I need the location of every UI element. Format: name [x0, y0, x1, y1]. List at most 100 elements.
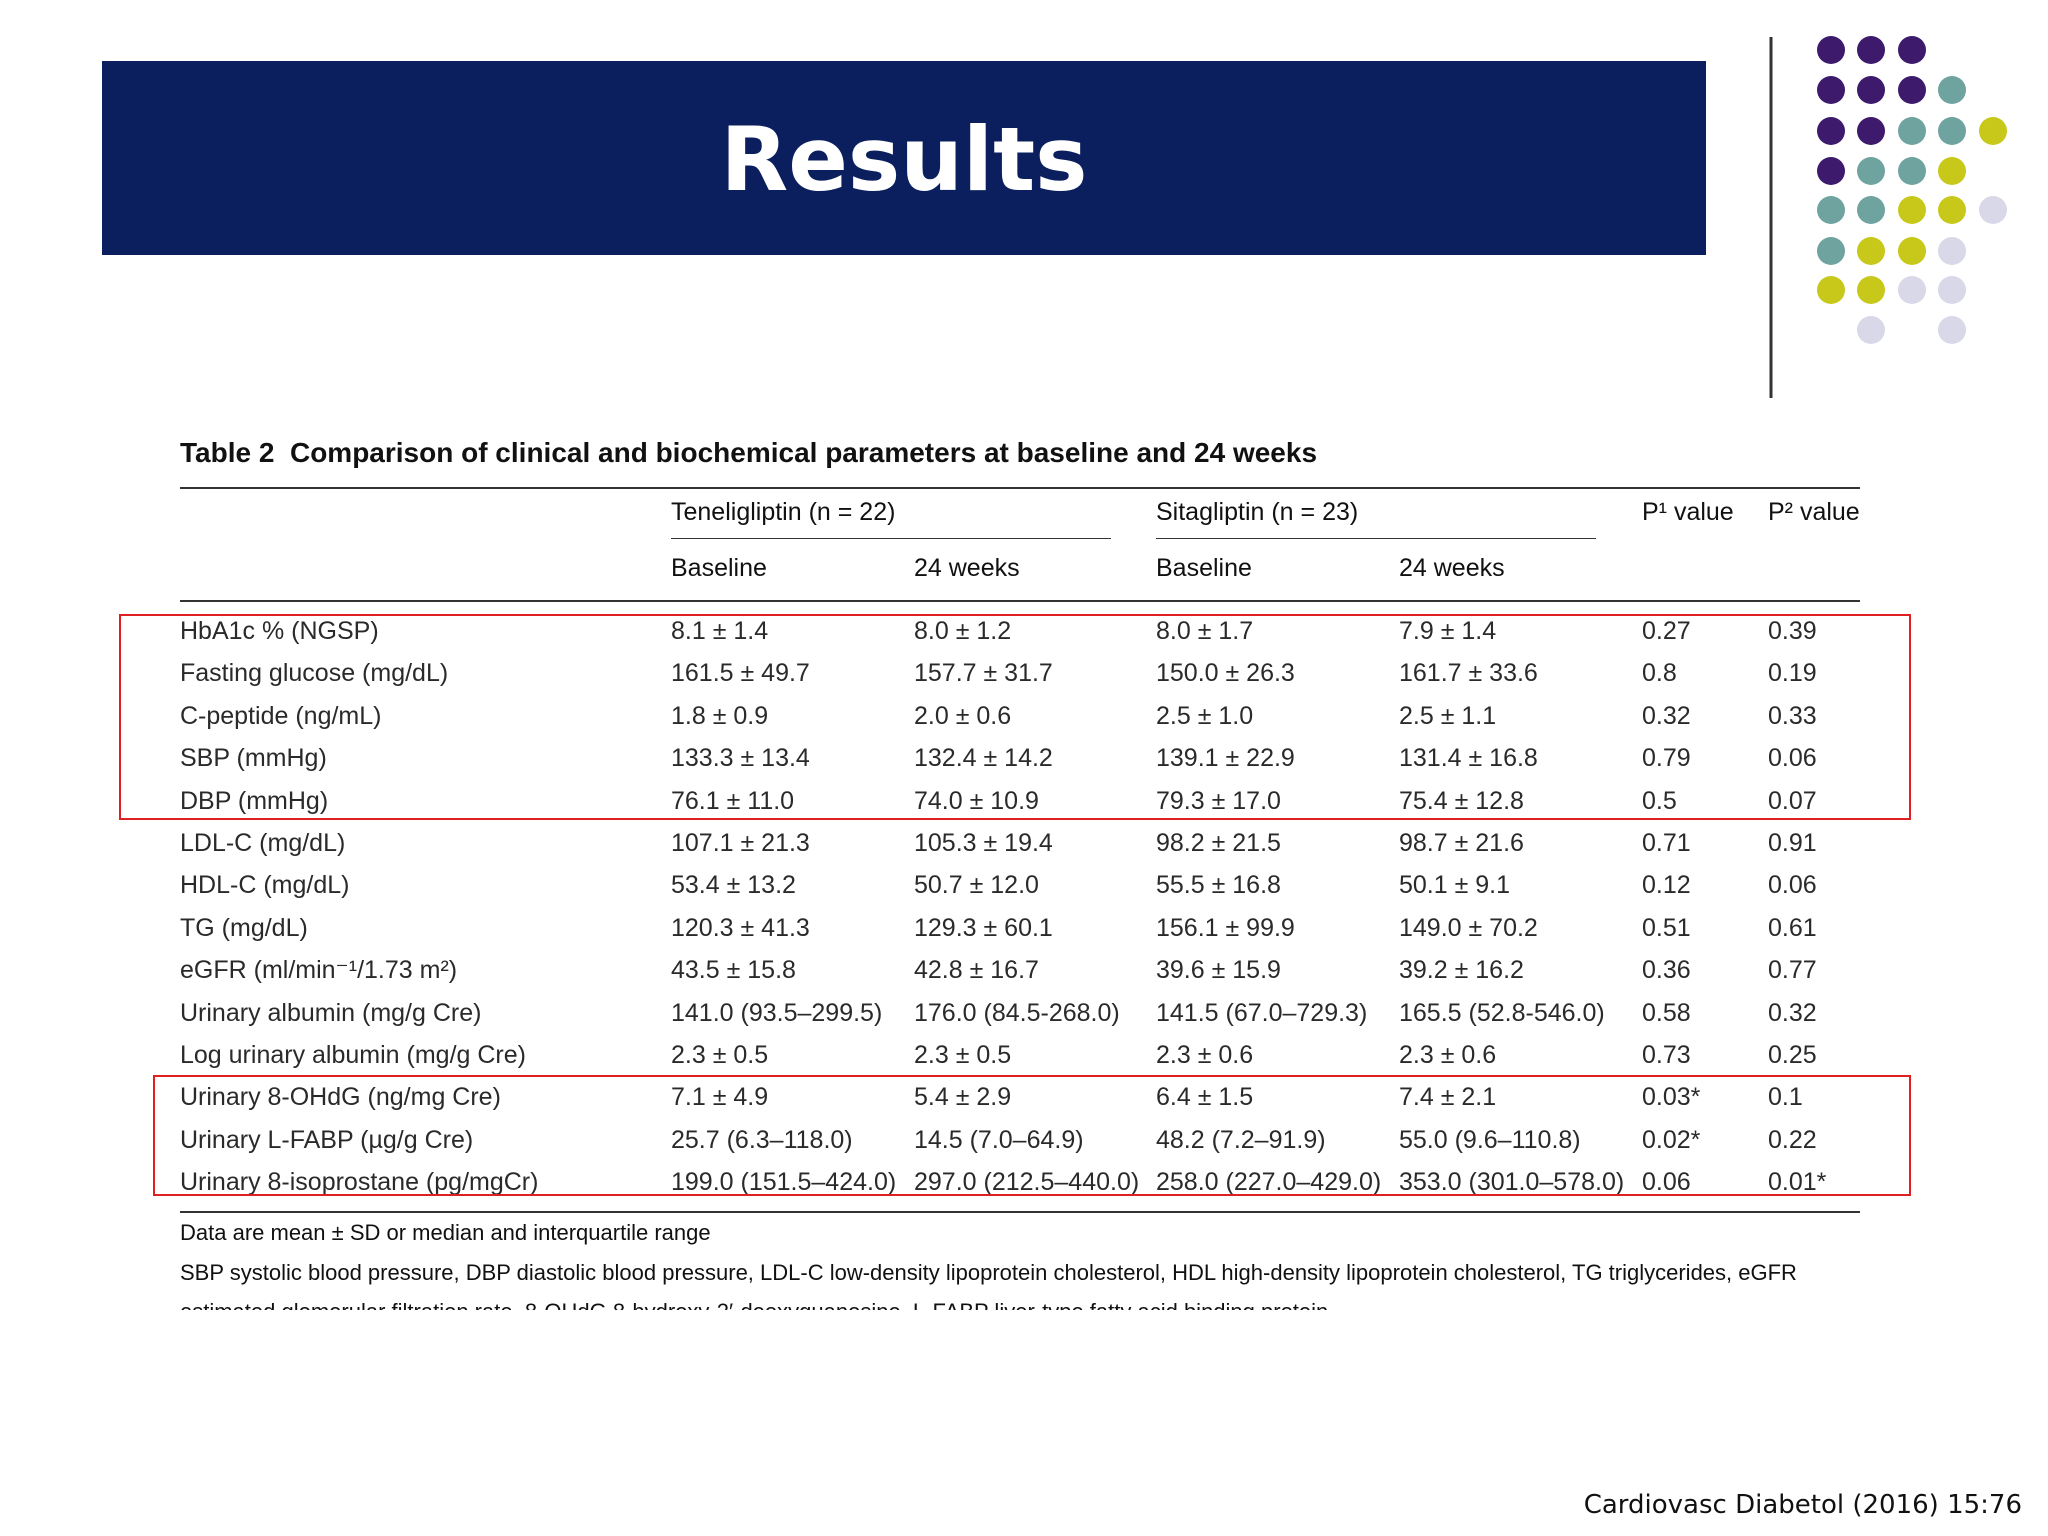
cell-value: 0.32 — [1768, 998, 1817, 1027]
cell-value: 98.7 ± 21.6 — [1399, 829, 1524, 857]
cell-value: 0.71 — [1642, 829, 1691, 857]
cell-value: 79.3 ± 17.0 — [1156, 786, 1281, 815]
cell-value: 0.01* — [1768, 1168, 1827, 1197]
cell-value: 176.0 (84.5-268.0) — [914, 998, 1120, 1027]
cell-value: 39.2 ± 16.2 — [1399, 956, 1524, 985]
group-rule — [1156, 538, 1596, 539]
p-header: P¹ value — [1642, 498, 1734, 526]
cell-value: 131.4 ± 16.8 — [1399, 744, 1538, 773]
row-label: TG (mg/dL) — [180, 913, 308, 942]
highlight-box — [153, 1075, 1911, 1196]
cell-value: 50.7 ± 12.0 — [914, 871, 1039, 900]
row-label: HDL-C (mg/dL) — [180, 871, 350, 900]
cell-value: 0.03* — [1642, 1083, 1701, 1112]
cell-value: 297.0 (212.5–440.0) — [914, 1168, 1140, 1197]
cell-value: 74.0 ± 10.9 — [914, 786, 1039, 815]
cell-value: 2.5 ± 1.1 — [1399, 701, 1497, 730]
cell-value: 0.8 — [1642, 659, 1677, 688]
row-label: LDL-C (mg/dL) — [180, 829, 346, 857]
row-label: Log urinary albumin (mg/g Cre) — [180, 1041, 526, 1069]
row-label: Urinary albumin (mg/g Cre) — [180, 998, 482, 1027]
cell-value: 6.4 ± 1.5 — [1156, 1083, 1254, 1112]
title-band — [102, 61, 1706, 255]
cell-value: 76.1 ± 11.0 — [671, 786, 795, 815]
table-title: Comparison of clinical and biochemical p… — [289, 437, 1318, 468]
cell-value: 8.1 ± 1.4 — [671, 617, 769, 645]
cell-value: 0.5 — [1642, 786, 1677, 815]
column-header: 24 weeks — [1399, 554, 1505, 582]
cell-value: 161.7 ± 33.6 — [1399, 659, 1538, 688]
column-header: Baseline — [671, 554, 767, 582]
table-label: Table 2 — [180, 437, 275, 468]
row-label: Urinary 8-OHdG (ng/mg Cre) — [180, 1083, 501, 1112]
cell-value: 0.36 — [1642, 956, 1691, 985]
cell-value: 0.25 — [1768, 1041, 1817, 1069]
cell-value: 105.3 ± 19.4 — [914, 829, 1053, 857]
group-rule — [671, 538, 1111, 539]
row-label: Urinary L-FABP (µg/g Cre) — [180, 1125, 474, 1154]
cell-value: 0.51 — [1642, 913, 1691, 942]
cell-value: 0.07 — [1768, 786, 1817, 815]
cell-value: 2.3 ± 0.5 — [671, 1041, 769, 1069]
table: Table 2 Comparison of clinical and bioch… — [180, 420, 1860, 1310]
cell-value: 0.39 — [1768, 617, 1817, 645]
cell-value: 120.3 ± 41.3 — [671, 913, 810, 942]
cell-value: 107.1 ± 21.3 — [671, 829, 810, 857]
cell-value: 42.8 ± 16.7 — [914, 956, 1039, 985]
cell-value: 0.91 — [1768, 829, 1817, 857]
cell-value: 2.3 ± 0.6 — [1399, 1041, 1497, 1069]
cell-value: 1.8 ± 0.9 — [671, 701, 769, 730]
row-label: Urinary 8-isoprostane (pg/mgCr) — [180, 1168, 539, 1197]
cell-value: 55.0 (9.6–110.8) — [1399, 1125, 1581, 1154]
cell-value: 5.4 ± 2.9 — [914, 1083, 1012, 1112]
cell-value: 48.2 (7.2–91.9) — [1156, 1125, 1326, 1154]
cell-value: 50.1 ± 9.1 — [1399, 871, 1511, 900]
column-header: Baseline — [1156, 554, 1252, 582]
rule — [180, 487, 1860, 489]
cell-value: 199.0 (151.5–424.0) — [671, 1168, 897, 1197]
decoration — [1769, 36, 2007, 398]
cell-value: 2.5 ± 1.0 — [1156, 701, 1254, 730]
cell-value: 0.19 — [1768, 659, 1817, 688]
cell-value: 0.61 — [1768, 913, 1817, 942]
row-label: Fasting glucose (mg/dL) — [180, 659, 449, 688]
table-caption: Table 2 Comparison of clinical and bioch… — [180, 438, 1317, 468]
cell-value: 39.6 ± 15.9 — [1156, 956, 1281, 985]
row-label: DBP (mmHg) — [180, 786, 329, 815]
cell-value: 0.06 — [1642, 1168, 1691, 1197]
row-label: HbA1c % (NGSP) — [180, 617, 379, 645]
cell-value: 2.3 ± 0.6 — [1156, 1041, 1254, 1069]
rule — [180, 600, 1860, 602]
cell-value: 0.33 — [1768, 701, 1817, 730]
cell-value: 7.4 ± 2.1 — [1399, 1083, 1497, 1112]
row-label: C-peptide (ng/mL) — [180, 701, 382, 730]
highlight-box — [119, 614, 1911, 820]
cell-value: 0.27 — [1642, 617, 1691, 645]
cell-value: 2.3 ± 0.5 — [914, 1041, 1012, 1069]
cell-value: 139.1 ± 22.9 — [1156, 744, 1295, 773]
cell-value: 161.5 ± 49.7 — [671, 659, 810, 688]
cell-value: 0.58 — [1642, 998, 1691, 1027]
cell-value: 0.22 — [1768, 1125, 1817, 1154]
cell-value: 0.02* — [1642, 1125, 1701, 1154]
cell-value: 156.1 ± 99.9 — [1156, 913, 1295, 942]
slide-title: Results — [720, 108, 1088, 211]
row-label: eGFR (ml/min⁻¹/1.73 m²) — [180, 956, 458, 985]
cell-value: 129.3 ± 60.1 — [914, 913, 1053, 942]
p-header: P² value — [1768, 498, 1860, 526]
cell-value: 149.0 ± 70.2 — [1399, 913, 1538, 942]
cell-value: 7.9 ± 1.4 — [1399, 617, 1497, 645]
column-header: 24 weeks — [914, 554, 1020, 582]
cell-value: 353.0 (301.0–578.0) — [1399, 1168, 1625, 1197]
cell-value: 55.5 ± 16.8 — [1156, 871, 1281, 900]
footnote: Data are mean ± SD or median and interqu… — [180, 1220, 711, 1245]
row-label: SBP (mmHg) — [180, 744, 327, 773]
cell-value: 2.0 ± 0.6 — [914, 701, 1012, 730]
citation: Cardiovasc Diabetol (2016) 15:76 — [1583, 1490, 2022, 1520]
group-header: Sitagliptin (n = 23) — [1156, 498, 1359, 526]
cell-value: 0.1 — [1768, 1083, 1803, 1112]
cell-value: 150.0 ± 26.3 — [1156, 659, 1295, 688]
cell-value: 132.4 ± 14.2 — [914, 744, 1053, 773]
cell-value: 98.2 ± 21.5 — [1156, 829, 1281, 857]
cell-value: 165.5 (52.8-546.0) — [1399, 998, 1605, 1027]
